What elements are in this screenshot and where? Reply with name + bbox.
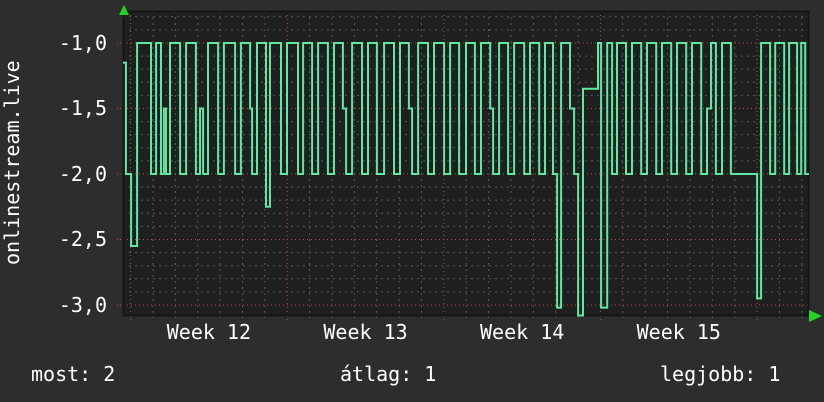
grid-minor [123,11,809,320]
x-axis-arrow-icon [809,310,822,322]
plot-area [117,10,810,322]
y-tick-label: -1,0 [58,30,107,55]
x-tick-label: Week 14 [480,320,565,344]
x-tick-label: Week 15 [636,320,721,344]
y-tick-label: -2,5 [58,227,107,252]
y-tick-label: -3,0 [58,292,107,317]
stat-average: átlag: 1 [340,362,437,386]
stat-best: legjobb: 1 [660,362,781,386]
y-axis-arrow-icon [119,5,129,15]
series-line-position [123,42,809,317]
chart-canvas [117,10,810,322]
grid-major [117,11,809,322]
y-tick-label: -1,5 [58,96,107,121]
y-axis-tick-labels: -1,0 -1,5 -2,0 -2,5 -3,0 [0,0,107,330]
stat-current: most: 2 [31,362,116,386]
plot-border [122,10,810,317]
x-tick-label: Week 13 [323,320,408,344]
x-tick-label: Week 12 [166,320,252,344]
y-tick-label: -2,0 [58,161,107,186]
